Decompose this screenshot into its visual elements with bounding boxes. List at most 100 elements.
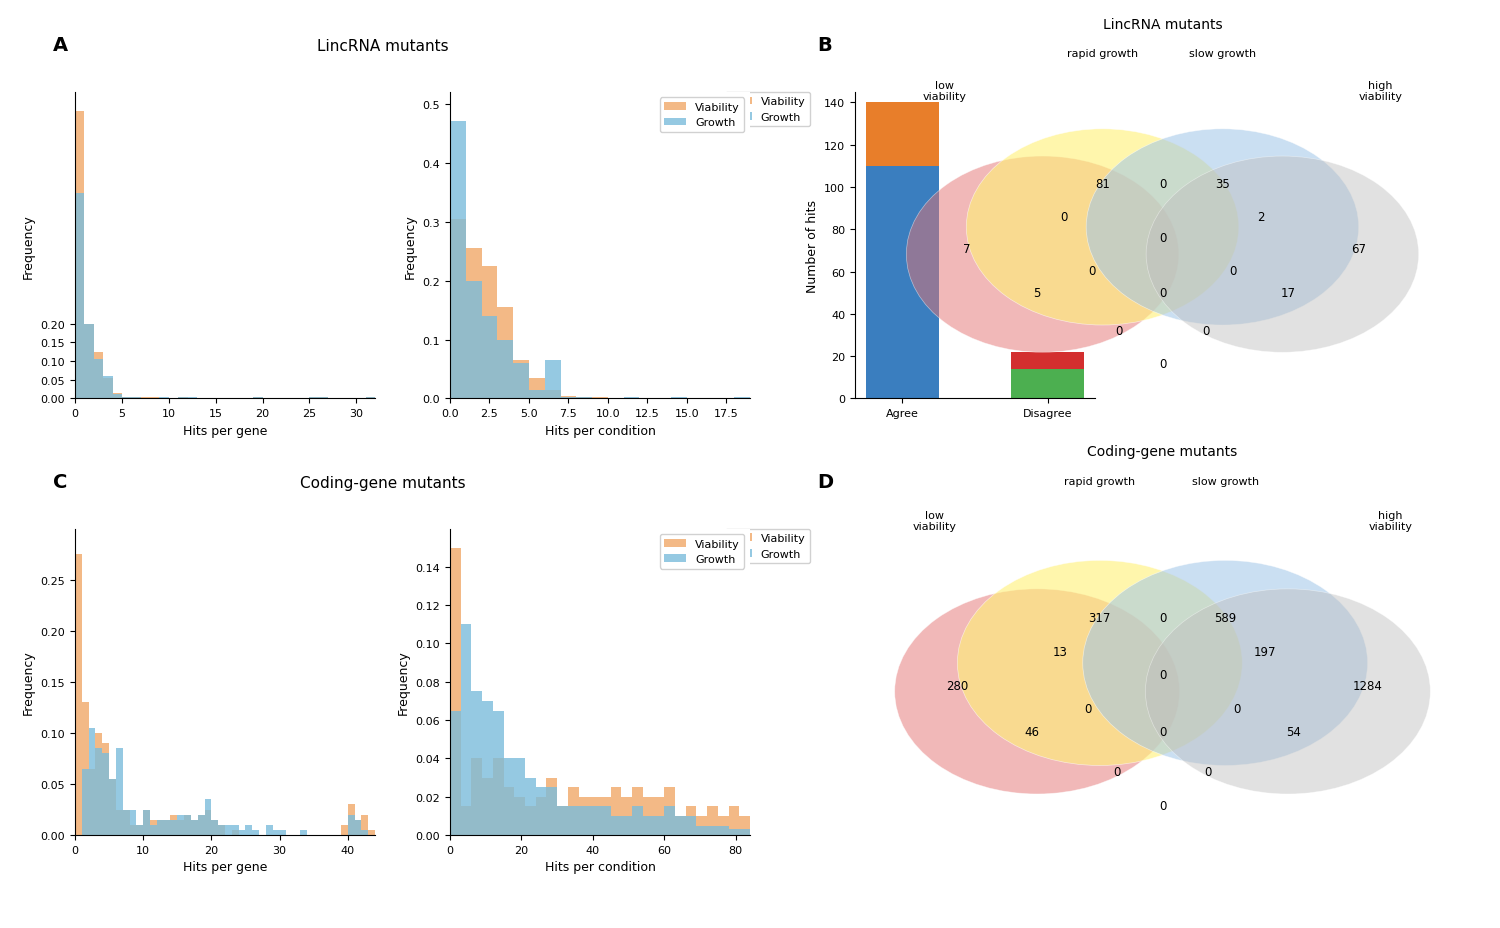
Bar (171, 820, 177, 835)
Bar (318, 398, 328, 399)
Bar (116, 809, 123, 835)
Ellipse shape (906, 157, 1179, 353)
Legend: Viability, Growth: Viability, Growth (660, 535, 744, 569)
Text: slow growth: slow growth (1190, 48, 1256, 58)
Text: A: A (53, 36, 68, 55)
Bar (318, 398, 328, 399)
Bar (450, 219, 466, 399)
Text: 0: 0 (1160, 612, 1166, 625)
Bar (136, 825, 142, 835)
Bar (536, 797, 546, 835)
Y-axis label: Number of hits: Number of hits (806, 200, 819, 292)
Bar (232, 825, 238, 835)
Bar (171, 815, 177, 835)
Text: 7: 7 (963, 243, 970, 256)
X-axis label: Hits per condition: Hits per condition (544, 424, 656, 437)
Bar (309, 398, 318, 399)
Bar (729, 806, 740, 835)
Bar (632, 787, 644, 835)
Bar (178, 398, 188, 399)
Bar (184, 815, 190, 835)
Bar (482, 316, 498, 399)
Bar (740, 830, 750, 835)
Title: Coding-gene mutants: Coding-gene mutants (1088, 445, 1238, 458)
Bar (718, 826, 729, 835)
Bar (624, 397, 639, 399)
Bar (254, 398, 262, 399)
Bar (632, 806, 644, 835)
Bar (610, 787, 621, 835)
Bar (466, 281, 482, 399)
Bar (110, 780, 116, 835)
Bar (664, 806, 675, 835)
Bar (513, 361, 529, 399)
Legend: Viability, Growth: Viability, Growth (726, 93, 810, 127)
Text: 0: 0 (1084, 702, 1092, 715)
Bar (576, 397, 592, 399)
Bar (82, 768, 88, 835)
Text: 317: 317 (1089, 612, 1112, 625)
Bar (96, 748, 102, 835)
Bar (530, 379, 544, 399)
Text: 0: 0 (1114, 325, 1122, 338)
Bar (865, 103, 939, 167)
Bar (750, 833, 760, 835)
Bar (184, 815, 190, 835)
Bar (84, 325, 93, 399)
Y-axis label: Frequency: Frequency (398, 650, 410, 715)
Bar (706, 826, 718, 835)
Bar (504, 759, 515, 835)
Bar (188, 398, 196, 399)
Bar (150, 825, 158, 835)
Bar (93, 353, 104, 399)
Text: 0: 0 (1230, 264, 1238, 277)
Bar (112, 393, 122, 399)
Text: rapid growth: rapid growth (1065, 476, 1136, 486)
Legend: Viability, Growth: Viability, Growth (660, 98, 744, 133)
Y-axis label: Frequency: Frequency (22, 650, 34, 715)
Bar (1011, 353, 1084, 369)
Text: D: D (818, 472, 834, 491)
Bar (450, 711, 460, 835)
Bar (460, 625, 471, 835)
Bar (368, 830, 375, 835)
Bar (75, 554, 82, 835)
Bar (279, 830, 286, 835)
Bar (740, 816, 750, 835)
Bar (88, 728, 96, 835)
Text: 13: 13 (1053, 645, 1068, 658)
Bar (590, 797, 600, 835)
Bar (102, 743, 110, 835)
Bar (544, 390, 561, 399)
Bar (494, 711, 504, 835)
X-axis label: Hits per gene: Hits per gene (183, 424, 267, 437)
Bar (150, 820, 158, 835)
Bar (198, 815, 204, 835)
Bar (136, 825, 142, 835)
Bar (590, 806, 600, 835)
Bar (610, 816, 621, 835)
Ellipse shape (894, 589, 1179, 794)
Bar (600, 806, 610, 835)
Text: 1284: 1284 (1353, 679, 1383, 692)
Bar (525, 806, 536, 835)
Bar (132, 397, 141, 399)
Text: high
viability: high viability (1368, 510, 1413, 532)
Text: 0: 0 (1160, 725, 1166, 738)
Text: 197: 197 (1254, 645, 1276, 658)
Text: 0: 0 (1233, 702, 1240, 715)
Bar (75, 111, 84, 399)
Bar (190, 820, 198, 835)
Text: 0: 0 (1204, 765, 1212, 778)
Bar (362, 830, 368, 835)
X-axis label: Hits per condition: Hits per condition (544, 860, 656, 873)
Bar (354, 820, 362, 835)
Bar (309, 398, 318, 399)
Bar (232, 830, 238, 835)
Bar (88, 768, 96, 835)
Text: 0: 0 (1113, 765, 1120, 778)
Bar (686, 816, 696, 835)
Bar (494, 759, 504, 835)
Bar (561, 397, 576, 399)
Bar (498, 308, 513, 399)
